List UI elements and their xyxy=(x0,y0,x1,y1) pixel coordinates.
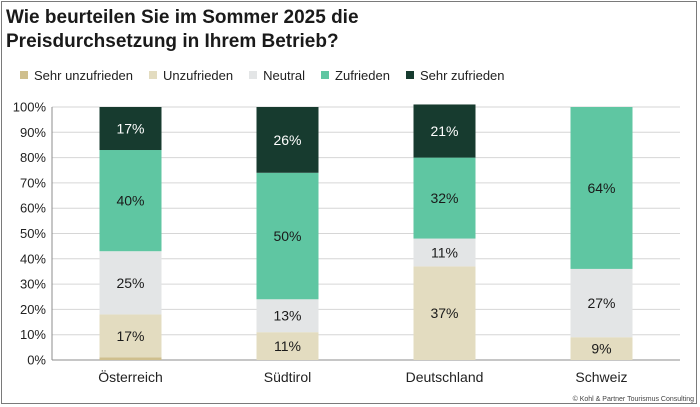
data-label: 50% xyxy=(273,228,301,244)
legend-item-sehr-zufrieden: Sehr zufrieden xyxy=(405,67,505,83)
bar-segment xyxy=(99,150,162,252)
legend-label: Neutral xyxy=(263,67,306,83)
data-label: 13% xyxy=(273,308,301,324)
y-tick-label: 40% xyxy=(20,251,46,266)
x-tick-label: Österreich xyxy=(98,368,163,385)
legend-label: Sehr unzufrieden xyxy=(34,67,134,83)
data-label: 25% xyxy=(116,275,144,291)
legend-swatch xyxy=(321,71,330,79)
y-tick-label: 70% xyxy=(20,175,46,190)
legend-item-neutral: Neutral xyxy=(249,68,305,83)
bar-segment xyxy=(570,337,633,360)
data-label: 64% xyxy=(587,180,615,196)
bar-segment xyxy=(99,107,162,151)
data-label: 37% xyxy=(430,305,458,321)
bar-segment xyxy=(256,332,319,360)
data-label: 40% xyxy=(116,193,144,209)
bar-segment xyxy=(413,157,476,239)
legend-swatch xyxy=(20,71,28,79)
data-label: 17% xyxy=(116,121,144,137)
chart-legend: Sehr unzufrieden Unzufrieden Neutral Zuf… xyxy=(20,67,521,83)
bar-segment xyxy=(570,107,633,269)
y-tick-label: 80% xyxy=(20,150,46,165)
bar-segment xyxy=(413,238,476,267)
y-tick-label: 20% xyxy=(20,302,46,317)
bar-segment xyxy=(99,251,162,315)
bar-segment xyxy=(256,107,319,173)
data-label: 26% xyxy=(273,132,301,148)
legend-item-zufrieden: Zufrieden xyxy=(321,68,390,83)
bar-segment xyxy=(413,266,476,360)
legend-swatch xyxy=(149,71,158,79)
legend-item-unzufrieden: Unzufrieden xyxy=(149,68,233,83)
legend-swatch xyxy=(249,71,258,79)
data-label: 11% xyxy=(431,244,458,260)
y-tick-label: 0% xyxy=(27,353,46,368)
y-tick-label: 10% xyxy=(20,327,46,342)
copyright-footer: © Kohl & Partner Tourismus Consulting xyxy=(572,396,694,403)
bar-segment xyxy=(99,314,162,358)
data-label: 27% xyxy=(587,295,615,311)
legend-item-sehr-unzufrieden: Sehr unzufrieden xyxy=(20,68,133,83)
data-label: 32% xyxy=(430,190,458,206)
bar-segment xyxy=(570,268,633,338)
chart-title-line-2: Preisdurchsetzung in Ihrem Betrieb? xyxy=(6,31,339,52)
bar-segment xyxy=(256,299,319,333)
chart-title-line-1: Wie beurteilen Sie im Sommer 2025 die xyxy=(6,7,359,28)
chart-title: Wie beurteilen Sie im Sommer 2025 die Pr… xyxy=(6,6,506,54)
y-tick-label: 30% xyxy=(20,277,46,292)
x-tick-label: Schweiz xyxy=(575,369,627,385)
bar-segment xyxy=(256,172,319,300)
legend-label: Sehr zufrieden xyxy=(419,67,505,83)
legend-label: Zufrieden xyxy=(335,67,390,83)
data-label: 17% xyxy=(116,328,144,344)
legend-label: Unzufrieden xyxy=(163,67,234,83)
bar-segment xyxy=(99,357,162,360)
y-tick-label: 90% xyxy=(20,125,46,140)
x-tick-label: Deutschland xyxy=(406,369,484,385)
x-tick-label: Südtirol xyxy=(264,369,311,385)
y-tick-label: 50% xyxy=(20,226,46,241)
data-label: 9% xyxy=(591,341,611,357)
y-tick-label: 60% xyxy=(20,201,46,216)
data-label: 11% xyxy=(274,338,301,354)
bar-segment xyxy=(413,104,476,158)
data-label: 21% xyxy=(430,123,458,139)
y-tick-label: 100% xyxy=(13,100,47,115)
legend-swatch xyxy=(405,71,414,79)
